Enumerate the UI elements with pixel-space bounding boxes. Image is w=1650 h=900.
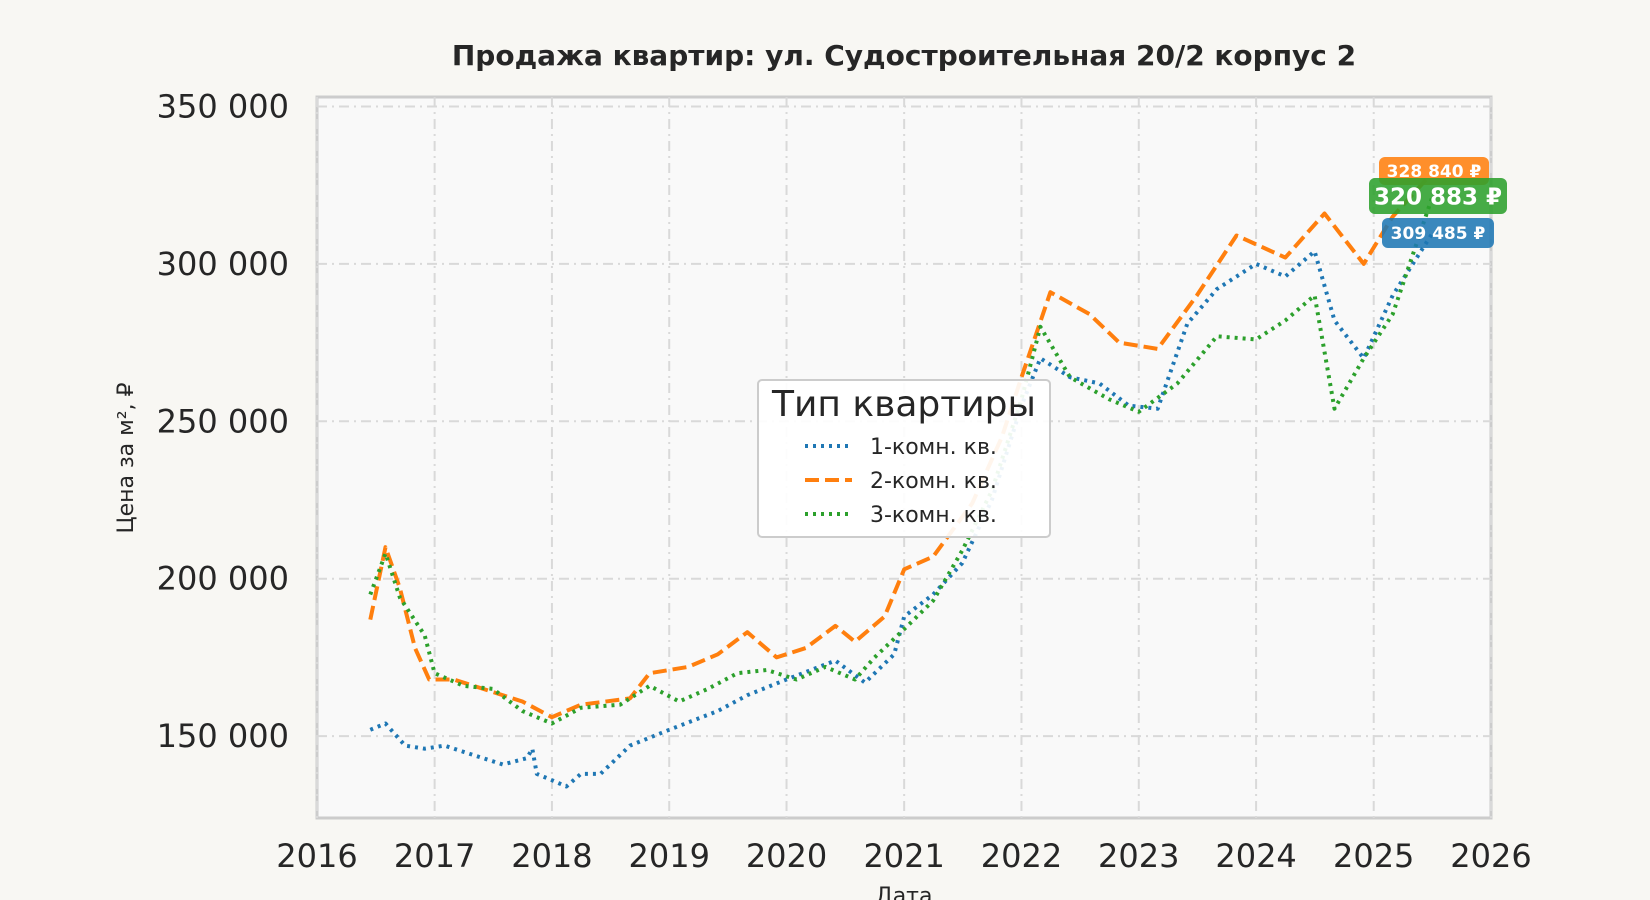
x-tick-label: 2019	[629, 837, 710, 875]
chart-title: Продажа квартир: ул. Судостроительная 20…	[452, 39, 1356, 72]
legend-label: 2-комн. кв.	[870, 469, 997, 494]
series-line-2	[368, 171, 1434, 720]
series-line-1	[369, 232, 1434, 789]
x-tick-label: 2026	[1450, 837, 1531, 875]
legend: Тип квартиры 1-комн. кв. 2-комн. кв. 3-ком…	[757, 379, 1051, 538]
value-badges: 328 840 ₽320 883 ₽ 309 485 ₽	[1369, 157, 1507, 248]
y-tick-label: 200 000	[157, 560, 289, 598]
x-tick-label: 2021	[863, 837, 944, 875]
value-badge-label: 328 840 ₽	[1387, 162, 1482, 182]
value-badge	[1369, 178, 1507, 214]
x-tick-label: 2017	[394, 837, 475, 875]
x-tick-label: 2025	[1333, 837, 1414, 875]
x-tick-label: 2018	[511, 837, 592, 875]
x-tick-label: 2016	[276, 837, 357, 875]
x-tick-label: 2022	[981, 837, 1062, 875]
x-tick-label: 2020	[746, 837, 827, 875]
legend-label: 1-комн. кв.	[870, 435, 997, 460]
y-tick-label: 150 000	[157, 717, 289, 755]
value-badge-label: 309 485 ₽	[1391, 224, 1486, 244]
y-tick-label: 300 000	[157, 245, 289, 283]
legend-label: 3-комн. кв.	[870, 503, 997, 528]
series-layer	[368, 171, 1434, 789]
legend-box	[757, 379, 1051, 538]
y-tick-label: 250 000	[157, 402, 289, 440]
x-axis: 2016 2017 2018 2019 2020 2021 2022 2023 2024 2025…	[276, 837, 1531, 875]
y-axis-label: Цена за м², ₽	[114, 382, 139, 533]
x-axis-label: Дата	[876, 884, 933, 900]
y-tick-label: 350 000	[157, 87, 289, 125]
value-badge-label: 320 883 ₽	[1374, 184, 1502, 210]
value-badge	[1382, 218, 1494, 248]
x-tick-label: 2024	[1215, 837, 1296, 875]
series-line-3	[368, 197, 1434, 726]
y-axis: 150 000 200 000 250 000 300 000 350 000	[157, 87, 289, 755]
legend-title: Тип квартиры	[771, 384, 1036, 425]
x-tick-label: 2023	[1098, 837, 1179, 875]
